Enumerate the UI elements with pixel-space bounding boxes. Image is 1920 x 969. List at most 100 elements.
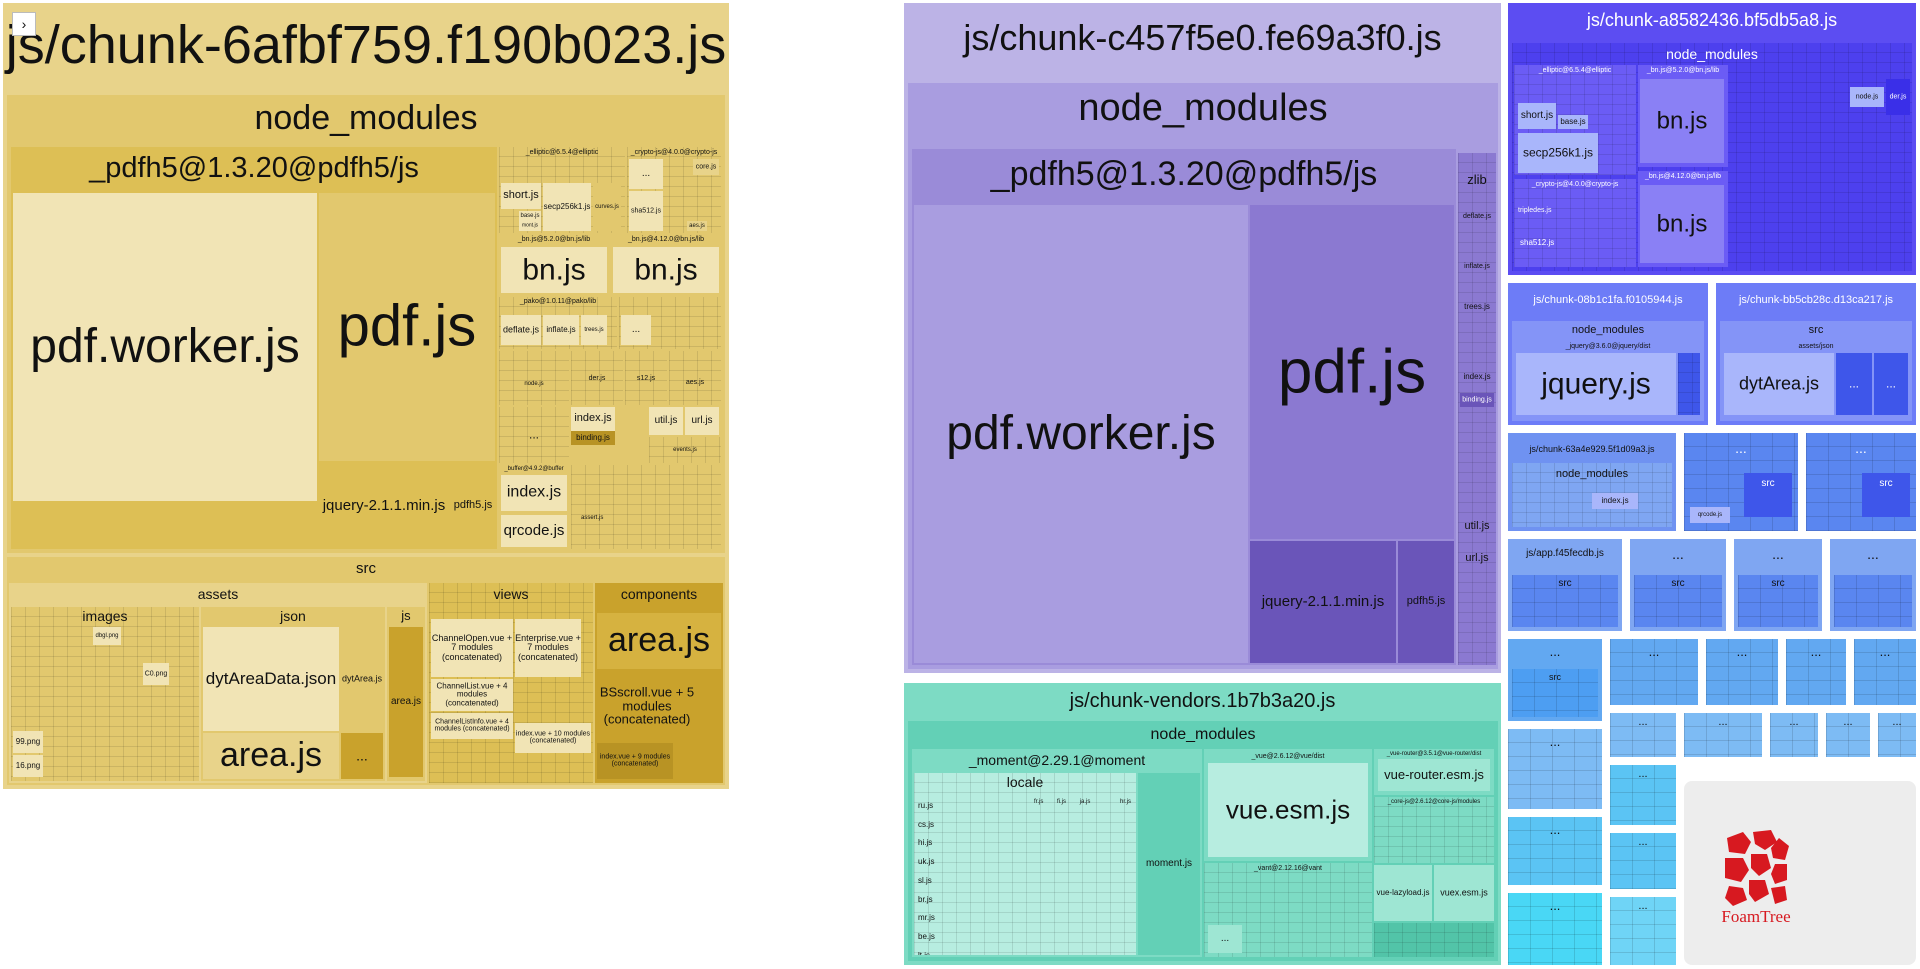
chunk-6afbf759-node-modules[interactable]: node_modules _pdfh5@1.3.20@pdfh5/js pdf.…: [7, 95, 725, 553]
jquery-module[interactable]: jquery-2.1.1.min.js: [1250, 541, 1396, 663]
folder-group[interactable]: assert.js: [571, 465, 721, 549]
jquery-module[interactable]: jquery-2.1.1.min.js: [319, 463, 449, 549]
pdf-module[interactable]: pdf.js: [319, 193, 495, 461]
src-folder[interactable]: src: [1512, 669, 1598, 717]
core-module[interactable]: core.js: [693, 159, 719, 175]
aes-module[interactable]: aes.js: [687, 221, 707, 231]
corejs-folder[interactable]: _core-js@2.6.12@core-js/modules: [1374, 797, 1494, 863]
moment-module[interactable]: moment.js: [1138, 773, 1200, 955]
src-folder[interactable]: src: [1738, 575, 1818, 627]
vue-lazyload-module[interactable]: vue-lazyload.js: [1374, 865, 1432, 921]
folder-group[interactable]: events.js: [649, 437, 721, 463]
node-modules-folder[interactable]: node_modules index.js: [1512, 463, 1672, 527]
chunk-group[interactable]: ...: [1610, 833, 1676, 889]
folder-group[interactable]: der.js: [571, 351, 623, 405]
node-modules-folder[interactable]: node_modules _jquery@3.6.0@jquery/dist j…: [1512, 321, 1704, 421]
locale-folder[interactable]: locale ru.js cs.js hi.js uk.js sl.js br.…: [914, 773, 1136, 955]
src-folder[interactable]: src: [1512, 575, 1618, 627]
assets-folder[interactable]: assets images dbgl.png C0.png 99.png 16.…: [9, 583, 427, 783]
url-module[interactable]: url.js: [685, 407, 719, 435]
pdf-module[interactable]: pdf.js: [1250, 205, 1454, 539]
chunk-group[interactable]: ...: [1830, 539, 1916, 631]
buffer-folder[interactable]: _buffer@4.9.2@buffer index.js qrcode.js: [499, 465, 569, 549]
index-module[interactable]: index.js: [1592, 493, 1638, 509]
dyt-area-data-json[interactable]: dytAreaData.json: [203, 627, 339, 731]
module-ellipsis[interactable]: ...: [1208, 925, 1242, 953]
png99[interactable]: 99.png: [13, 731, 43, 753]
area-component-module[interactable]: area.js: [597, 613, 721, 669]
indexvue9-module[interactable]: index.vue + 9 modules (concatenated): [597, 743, 673, 779]
locale-item[interactable]: mr.js: [918, 913, 935, 923]
indexvue10-module[interactable]: index.vue + 10 modules (concatenated): [515, 723, 591, 753]
vuex-module[interactable]: vuex.esm.js: [1434, 865, 1494, 921]
locale-item[interactable]: fr.js: [1034, 799, 1044, 805]
module-group[interactable]: [1678, 353, 1700, 415]
chunk-group[interactable]: ...: [1610, 713, 1676, 757]
chunk-6afbf759[interactable]: js/chunk-6afbf759.f190b023.js node_modul…: [3, 3, 729, 789]
node-module[interactable]: node.js: [1850, 87, 1884, 107]
pdfh5-folder[interactable]: _pdfh5@1.3.20@pdfh5/js pdf.worker.js pdf…: [11, 147, 497, 549]
module-group[interactable]: [1834, 575, 1912, 627]
crypto-folder[interactable]: _crypto-js@4.0.0@crypto-js ... core.js s…: [627, 147, 721, 233]
locale-item[interactable]: cs.js: [918, 819, 934, 829]
chunk-63a4e929[interactable]: js/chunk-63a4e929.5f1d09a3.js node_modul…: [1508, 433, 1676, 531]
qrcode-module[interactable]: qrcode.js: [1690, 507, 1730, 523]
curves-module[interactable]: curves.js: [593, 183, 621, 231]
area-json-module[interactable]: area.js: [203, 733, 339, 779]
index-module[interactable]: index.js: [571, 407, 615, 431]
bn-module[interactable]: bn.js: [613, 247, 719, 293]
locale-item[interactable]: hr.js: [1120, 799, 1132, 805]
short-module[interactable]: short.js: [501, 183, 541, 209]
chunk-08b1c1fa[interactable]: js/chunk-08b1c1fa.f0105944.js node_modul…: [1508, 283, 1708, 425]
bn4120-folder[interactable]: _bn.js@4.12.0@bn.js/lib bn.js: [1638, 171, 1728, 267]
pdfh5-folder[interactable]: _pdfh5@1.3.20@pdfh5/js pdf.worker.js pdf…: [912, 149, 1456, 665]
chunk-group[interactable]: ...: [1878, 713, 1916, 757]
moment-folder[interactable]: _moment@2.29.1@moment locale ru.js cs.js…: [912, 749, 1202, 957]
bn520-folder[interactable]: _bn.js@5.2.0@bn.js/lib bn.js: [499, 235, 609, 295]
json-folder[interactable]: json dytAreaData.json dytArea.js area.js…: [201, 607, 385, 781]
chunk-group[interactable]: ...: [1854, 639, 1916, 705]
pako-folder[interactable]: _pako@1.0.11@pako/lib deflate.js inflate…: [499, 297, 617, 349]
vue-dist-folder[interactable]: _vue@2.6.12@vue/dist vue.esm.js: [1204, 749, 1372, 861]
pdfh5js-module[interactable]: pdfh5.js: [451, 463, 495, 549]
images-folder[interactable]: images dbgl.png C0.png 99.png 16.png: [11, 607, 199, 781]
locale-item[interactable]: be.js: [918, 931, 935, 941]
secp-module[interactable]: secp256k1.js: [543, 183, 591, 231]
enterprise-module[interactable]: Enterprise.vue + 7 modules (concatenated…: [515, 619, 581, 677]
crypto-ellipsis[interactable]: ...: [629, 159, 663, 189]
sha512-module[interactable]: sha512.js: [629, 191, 663, 231]
folder-group[interactable]: ...: [619, 297, 721, 349]
short-module[interactable]: short.js: [1518, 103, 1556, 129]
folder-group[interactable]: ...: [499, 407, 569, 463]
binding-module[interactable]: binding.js: [571, 431, 615, 445]
chunk-group[interactable]: ... src: [1734, 539, 1822, 631]
folder-group[interactable]: node.js: [499, 351, 569, 405]
qrcode-module[interactable]: qrcode.js: [501, 515, 567, 547]
chunk-c457f5e0[interactable]: js/chunk-c457f5e0.fe69a3f0.js node_modul…: [904, 3, 1501, 673]
vant-folder[interactable]: _vant@2.12.16@vant ...: [1204, 863, 1372, 957]
dbgl-png[interactable]: dbgl.png: [93, 627, 121, 645]
base-module[interactable]: base.js: [1558, 115, 1588, 129]
chunk-group[interactable]: ...: [1684, 713, 1762, 757]
chunk-group[interactable]: ...: [1610, 639, 1698, 705]
views-folder[interactable]: views ChannelOpen.vue + 7 modules (conca…: [429, 583, 593, 783]
chunk-group[interactable]: ... src: [1508, 639, 1602, 721]
dyt-area-js[interactable]: dytArea.js: [341, 627, 383, 731]
folder-group[interactable]: aes.js: [669, 351, 721, 405]
module-ellipsis[interactable]: ...: [341, 733, 383, 779]
bn-module[interactable]: bn.js: [1640, 185, 1724, 263]
locale-item[interactable]: sl.js: [918, 875, 932, 885]
zlib-folder[interactable]: zlib deflate.js inflate.js trees.js inde…: [1458, 153, 1496, 665]
pdf-worker-module[interactable]: pdf.worker.js: [914, 205, 1248, 663]
secp-module[interactable]: secp256k1.js: [1518, 133, 1598, 173]
index-module[interactable]: index.js: [501, 475, 567, 511]
bn-module[interactable]: bn.js: [501, 247, 607, 293]
binding-module[interactable]: binding.js: [1460, 393, 1494, 407]
locale-item[interactable]: ja.js: [1079, 799, 1091, 805]
vue-router-folder[interactable]: _vue-router@3.5.1@vue-router/dist vue-ro…: [1374, 749, 1494, 795]
channellist-module[interactable]: ChannelList.vue + 4 modules (concatenate…: [431, 679, 513, 711]
deflate-module[interactable]: deflate.js: [501, 315, 541, 345]
chunk-app[interactable]: js/app.f45fecdb.js src: [1508, 539, 1622, 631]
chunk-group[interactable]: ...: [1610, 897, 1676, 965]
chunk-group[interactable]: ...: [1508, 893, 1602, 965]
